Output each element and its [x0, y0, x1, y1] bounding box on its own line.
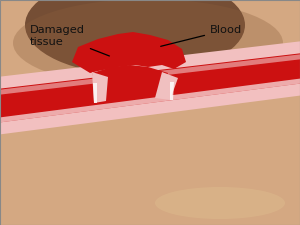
- Polygon shape: [93, 83, 97, 103]
- Polygon shape: [155, 72, 178, 100]
- Polygon shape: [92, 72, 108, 103]
- Polygon shape: [92, 65, 168, 92]
- Text: Damaged
tissue: Damaged tissue: [30, 25, 110, 56]
- Polygon shape: [0, 52, 300, 97]
- Ellipse shape: [155, 187, 285, 219]
- Ellipse shape: [13, 0, 283, 87]
- Text: Blood: Blood: [161, 25, 242, 46]
- Ellipse shape: [25, 0, 245, 75]
- Polygon shape: [170, 82, 174, 100]
- Polygon shape: [0, 39, 300, 137]
- Polygon shape: [0, 51, 300, 125]
- Polygon shape: [72, 32, 186, 73]
- Polygon shape: [0, 76, 300, 125]
